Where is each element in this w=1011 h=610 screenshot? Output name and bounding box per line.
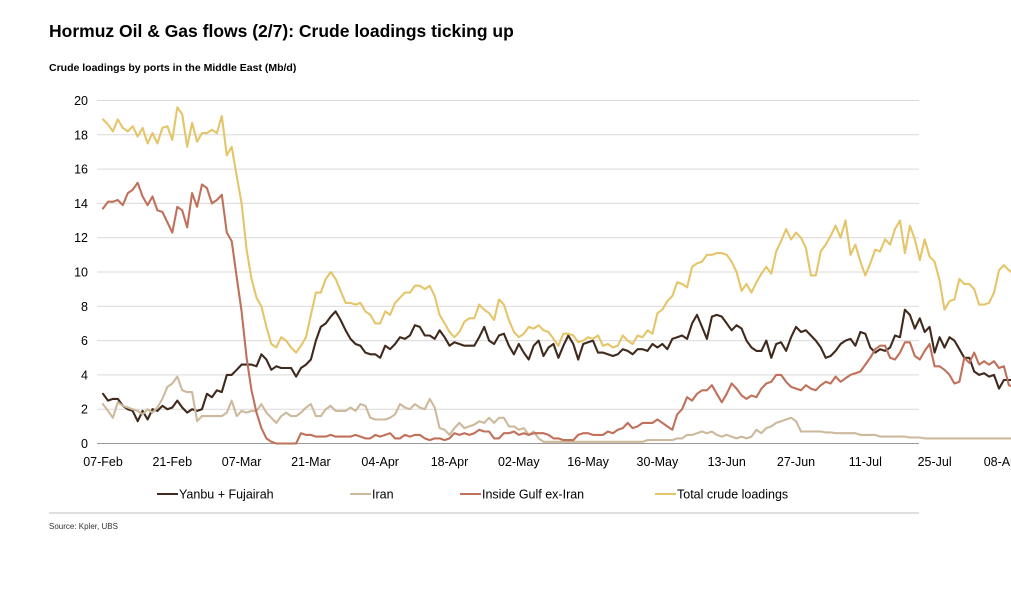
legend-label: Iran — [372, 488, 394, 502]
x-axis-tick-labels: 07-Feb 21-Feb 07-Mar 21-Mar 04-Apr 18-Apr 02-M… — [83, 455, 1011, 469]
legend: Yanbu + Fujairah Iran Inside Gulf ex-Iran T… — [157, 488, 788, 502]
series-lines — [101, 106, 1011, 445]
x-tick-label: 13-Jun — [708, 455, 746, 469]
legend-label: Inside Gulf ex-Iran — [482, 488, 584, 502]
y-tick-label: 16 — [74, 163, 88, 177]
x-tick-label: 02-May — [498, 455, 540, 469]
legend-label: Yanbu + Fujairah — [179, 488, 274, 502]
y-tick-label: 0 — [81, 437, 88, 451]
x-tick-label: 30-May — [637, 455, 679, 469]
x-tick-label: 16-May — [567, 455, 609, 469]
series-line — [101, 375, 1011, 443]
y-tick-label: 8 — [81, 300, 88, 314]
y-tick-label: 18 — [74, 128, 88, 142]
y-tick-label: 12 — [74, 231, 88, 245]
x-tick-label: 07-Feb — [83, 455, 123, 469]
series-line — [101, 181, 1011, 445]
x-tick-label: 18-Apr — [431, 455, 469, 469]
x-tick-label: 07-Mar — [222, 455, 262, 469]
y-tick-label: 20 — [74, 94, 88, 108]
x-tick-label: 08-Aug — [984, 455, 1011, 469]
x-tick-label: 25-Jul — [918, 455, 952, 469]
y-tick-label: 2 — [81, 403, 88, 417]
chart-title: Hormuz Oil & Gas flows (2/7): Crude load… — [49, 21, 514, 41]
x-tick-label: 27-Jun — [777, 455, 815, 469]
x-tick-label: 11-Jul — [849, 455, 882, 469]
x-tick-label: 21-Feb — [152, 455, 192, 469]
series-line — [101, 308, 1011, 423]
x-tick-label: 04-Apr — [361, 455, 399, 469]
x-tick-label: 21-Mar — [291, 455, 331, 469]
y-tick-label: 10 — [74, 266, 88, 280]
y-tick-label: 6 — [81, 334, 88, 348]
y-tick-label: 4 — [81, 368, 88, 382]
chart-subtitle: Crude loadings by ports in the Middle Ea… — [49, 62, 297, 74]
source-note: Source: Kpler, UBS — [49, 522, 118, 531]
legend-label: Total crude loadings — [677, 488, 788, 502]
y-tick-label: 14 — [74, 197, 88, 211]
y-axis-tick-labels: 0 2 4 6 8 10 12 14 16 18 20 — [74, 94, 88, 451]
series-line — [101, 106, 1011, 354]
